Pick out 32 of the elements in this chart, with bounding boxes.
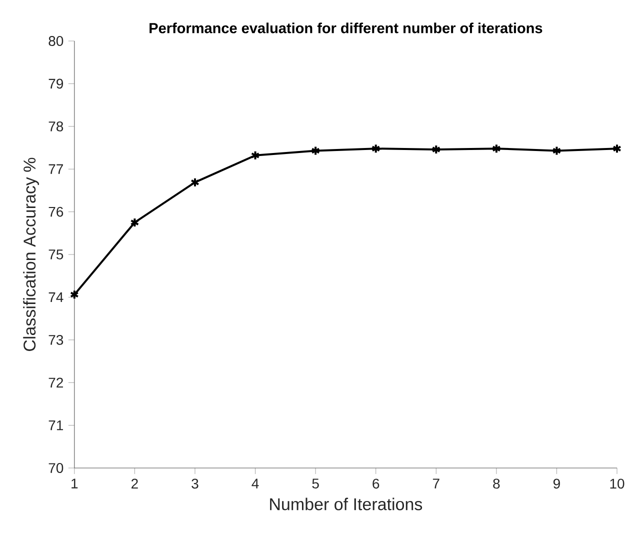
- point: [311, 146, 320, 156]
- y-tick-label: 71: [48, 420, 63, 430]
- y-tick-label: 73: [48, 334, 64, 345]
- x-tick-label: 7: [432, 478, 440, 488]
- x-tick-label: 5: [312, 478, 319, 488]
- point: [432, 144, 441, 154]
- y-tick-label: 78: [48, 121, 64, 132]
- x-tick-label: 3: [192, 478, 198, 489]
- x-tick-label: 2: [132, 478, 138, 488]
- point: [371, 144, 380, 154]
- x-tick-label: 6: [372, 478, 380, 489]
- x-tick-label: 8: [493, 478, 500, 489]
- x-tick-label: 10: [610, 478, 624, 489]
- point: [190, 177, 200, 188]
- x-tick-label: 4: [252, 478, 259, 488]
- y-tick-label: 80: [48, 36, 64, 46]
- x-axis-title: Number of Iterations: [270, 498, 422, 510]
- point: [552, 146, 562, 156]
- x-tick-label: 9: [553, 478, 560, 489]
- point: [250, 150, 260, 160]
- y-tick-label: 75: [48, 250, 64, 260]
- point: [130, 217, 140, 228]
- y-tick-label: 74: [48, 292, 64, 302]
- y-tick-label: 76: [48, 206, 64, 217]
- point: [492, 144, 501, 154]
- y-tick-label: 72: [48, 378, 63, 388]
- y-tick-label: 79: [48, 78, 64, 89]
- y-tick-label: 70: [48, 463, 64, 473]
- chart-title: Performance evaluation for different number of iterations: [150, 22, 542, 34]
- x-tick-label: 1: [72, 478, 78, 488]
- y-tick-label: 77: [48, 164, 63, 174]
- y-axis-title: Classification Accuracy %: [23, 158, 39, 351]
